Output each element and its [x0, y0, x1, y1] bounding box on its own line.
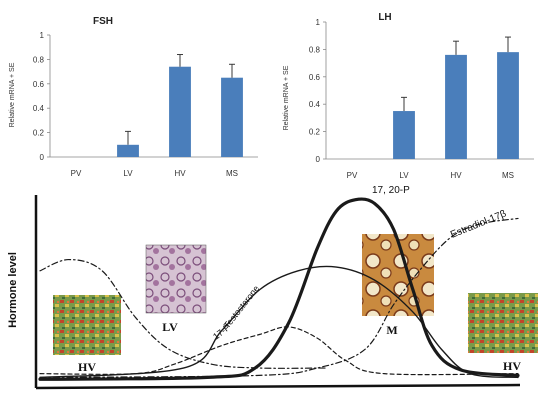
fsh-x-tick-label-hv: HV: [174, 169, 186, 178]
lh-x-tick-labels: PV LV HV MS: [347, 171, 514, 180]
fsh-bar-hv: [169, 66, 191, 157]
hormone-level-chart: Hormone level 17, 20-P Testosterone 17-P…: [7, 185, 538, 390]
fsh-y-tick-label: 0: [40, 153, 45, 162]
lh-bar-hv: [445, 54, 467, 159]
fsh-y-tick-label: 0.8: [33, 55, 45, 64]
lh-chart-title: LH: [378, 12, 391, 23]
fsh-x-tick-label-pv: PV: [71, 169, 82, 178]
hormone-curve-4: [39, 217, 519, 378]
lh-y-axis-label: Relative mRNA + SE: [283, 65, 290, 130]
hormone-curve-5: [39, 258, 328, 369]
fsh-y-tick-label: 0.4: [33, 104, 45, 113]
lh-y-ticks: 0 0.2 0.4 0.6 0.8 1: [309, 18, 326, 164]
fsh-y-ticks: 0 0.2 0.4 0.6 0.8 1: [33, 31, 50, 162]
fsh-bar-lv: [117, 144, 139, 157]
fsh-bar-ms: [221, 77, 243, 157]
fsh-y-tick-label: 0.2: [33, 129, 45, 138]
fsh-x-tick-labels: PV LV HV MS: [71, 169, 238, 178]
series-label-testosterone: Testosterone: [222, 283, 262, 330]
series-label-estradiol: Estradiol-17β: [449, 208, 508, 240]
lh-x-tick-label-ms: MS: [502, 171, 514, 180]
hv-histology-image: [53, 295, 121, 355]
stage-label-lv: LV: [162, 320, 178, 334]
hormone-curve-1: [38, 197, 520, 381]
series-label-17-20-p: 17, 20-P: [372, 185, 410, 196]
lh-bar-chart: LH Relative mRNA + SE 0 0.2 0.4 0.6 0.8 1 PV L…: [283, 12, 534, 180]
lh-y-tick-label: 1: [316, 18, 321, 27]
fsh-bars: [117, 66, 243, 157]
hormone-curves: [38, 197, 520, 381]
lh-bar-ms: [497, 52, 519, 159]
hormone-curve-2: [39, 265, 519, 379]
fsh-y-tick-label: 1: [40, 31, 45, 40]
stage-label-hv-right: HV: [503, 359, 521, 373]
stage-label-m: M: [386, 323, 397, 337]
fsh-bar-chart: FSH Relative mRNA + SE 0 0.2 0.4 0.6 0.8 1 PV…: [9, 16, 258, 178]
stage-label-hv-left: HV: [78, 360, 96, 374]
hormone-x-axis: [35, 383, 521, 390]
lh-y-tick-label: 0.6: [309, 73, 321, 82]
lh-x-tick-label-pv: PV: [347, 171, 358, 180]
hormone-curve-3: [39, 326, 519, 376]
lh-bars: [393, 52, 519, 159]
lh-y-tick-label: 0.4: [309, 100, 321, 109]
lh-bar-lv: [393, 111, 415, 159]
fsh-x-tick-label-lv: LV: [123, 169, 133, 178]
m-histology-image: [362, 234, 434, 316]
fsh-chart-title: FSH: [93, 16, 113, 27]
hormone-y-axis-label: Hormone level: [7, 252, 19, 328]
lv-histology-image: [145, 244, 207, 314]
lh-y-tick-label: 0: [316, 155, 321, 164]
lh-error-bars: [401, 36, 511, 112]
hv-right-histology-image: [468, 293, 538, 353]
fsh-x-tick-label-ms: MS: [226, 169, 238, 178]
fsh-y-tick-label: 0.6: [33, 80, 45, 89]
fsh-y-axis-label: Relative mRNA + SE: [9, 62, 16, 127]
fsh-error-bars: [125, 54, 235, 145]
lh-x-tick-label-hv: HV: [450, 171, 462, 180]
lh-x-tick-label-lv: LV: [399, 171, 409, 180]
lh-y-tick-label: 0.2: [309, 128, 321, 137]
lh-y-tick-label: 0.8: [309, 45, 321, 54]
